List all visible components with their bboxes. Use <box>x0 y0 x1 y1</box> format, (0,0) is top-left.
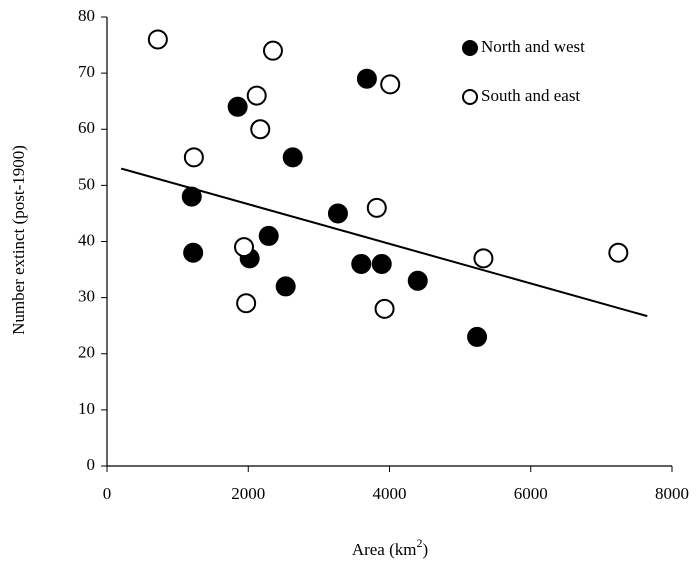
x-tick-label: 4000 <box>373 484 407 503</box>
y-tick-label: 30 <box>78 287 95 306</box>
x-axis-label: Area (km2) <box>352 536 428 559</box>
y-tick-label: 60 <box>78 118 95 137</box>
x-tick-label: 6000 <box>514 484 548 503</box>
legend-marker <box>462 40 478 56</box>
point <box>380 74 401 95</box>
point <box>608 242 629 263</box>
y-tick-label: 80 <box>78 6 95 25</box>
y-tick-label: 0 <box>87 455 96 474</box>
x-axis-label-end: ) <box>423 540 429 559</box>
legend-marker <box>462 89 478 105</box>
legend-label: North and west <box>481 37 585 56</box>
x-tick-label: 0 <box>103 484 112 503</box>
point <box>234 237 255 258</box>
point <box>282 147 303 168</box>
point <box>183 147 204 168</box>
point <box>371 253 392 274</box>
x-tick-label: 8000 <box>655 484 689 503</box>
x-axis-label-sup: 2 <box>417 536 423 550</box>
point <box>467 326 488 347</box>
x-axis-label-text: Area (km <box>352 540 417 559</box>
y-tick-label: 50 <box>78 174 95 193</box>
point <box>407 270 428 291</box>
point <box>250 119 271 140</box>
y-tick-label: 40 <box>78 230 95 249</box>
point <box>351 253 372 274</box>
x-tick-label: 2000 <box>231 484 265 503</box>
y-tick-label: 10 <box>78 399 95 418</box>
point <box>473 248 494 269</box>
point <box>236 293 257 314</box>
trendline <box>120 167 648 318</box>
point <box>366 197 387 218</box>
point <box>147 29 168 50</box>
point <box>183 242 204 263</box>
y-tick-label: 20 <box>78 343 95 362</box>
point <box>258 225 279 246</box>
point <box>275 276 296 297</box>
point <box>327 203 348 224</box>
point <box>262 40 283 61</box>
point <box>374 298 395 319</box>
y-axis-label: Number extinct (post-1900) <box>9 145 28 335</box>
point <box>356 68 377 89</box>
point <box>227 96 248 117</box>
y-tick-label: 70 <box>78 62 95 81</box>
legend-label: South and east <box>481 86 580 105</box>
point <box>246 85 267 106</box>
